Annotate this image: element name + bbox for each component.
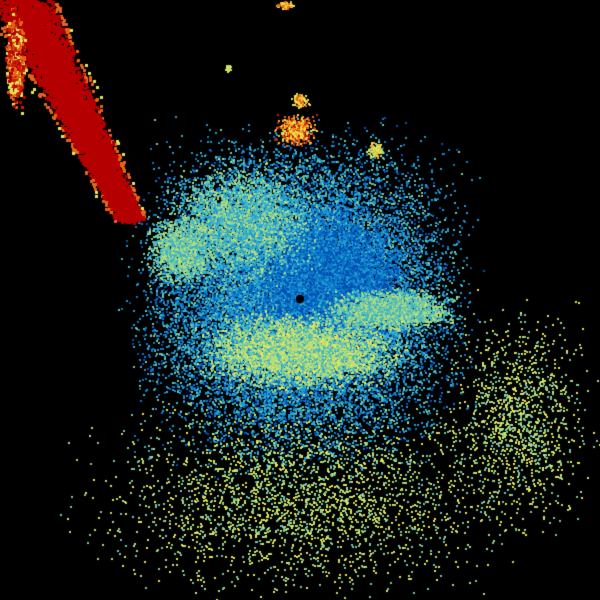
radar-site-marker	[296, 295, 304, 303]
